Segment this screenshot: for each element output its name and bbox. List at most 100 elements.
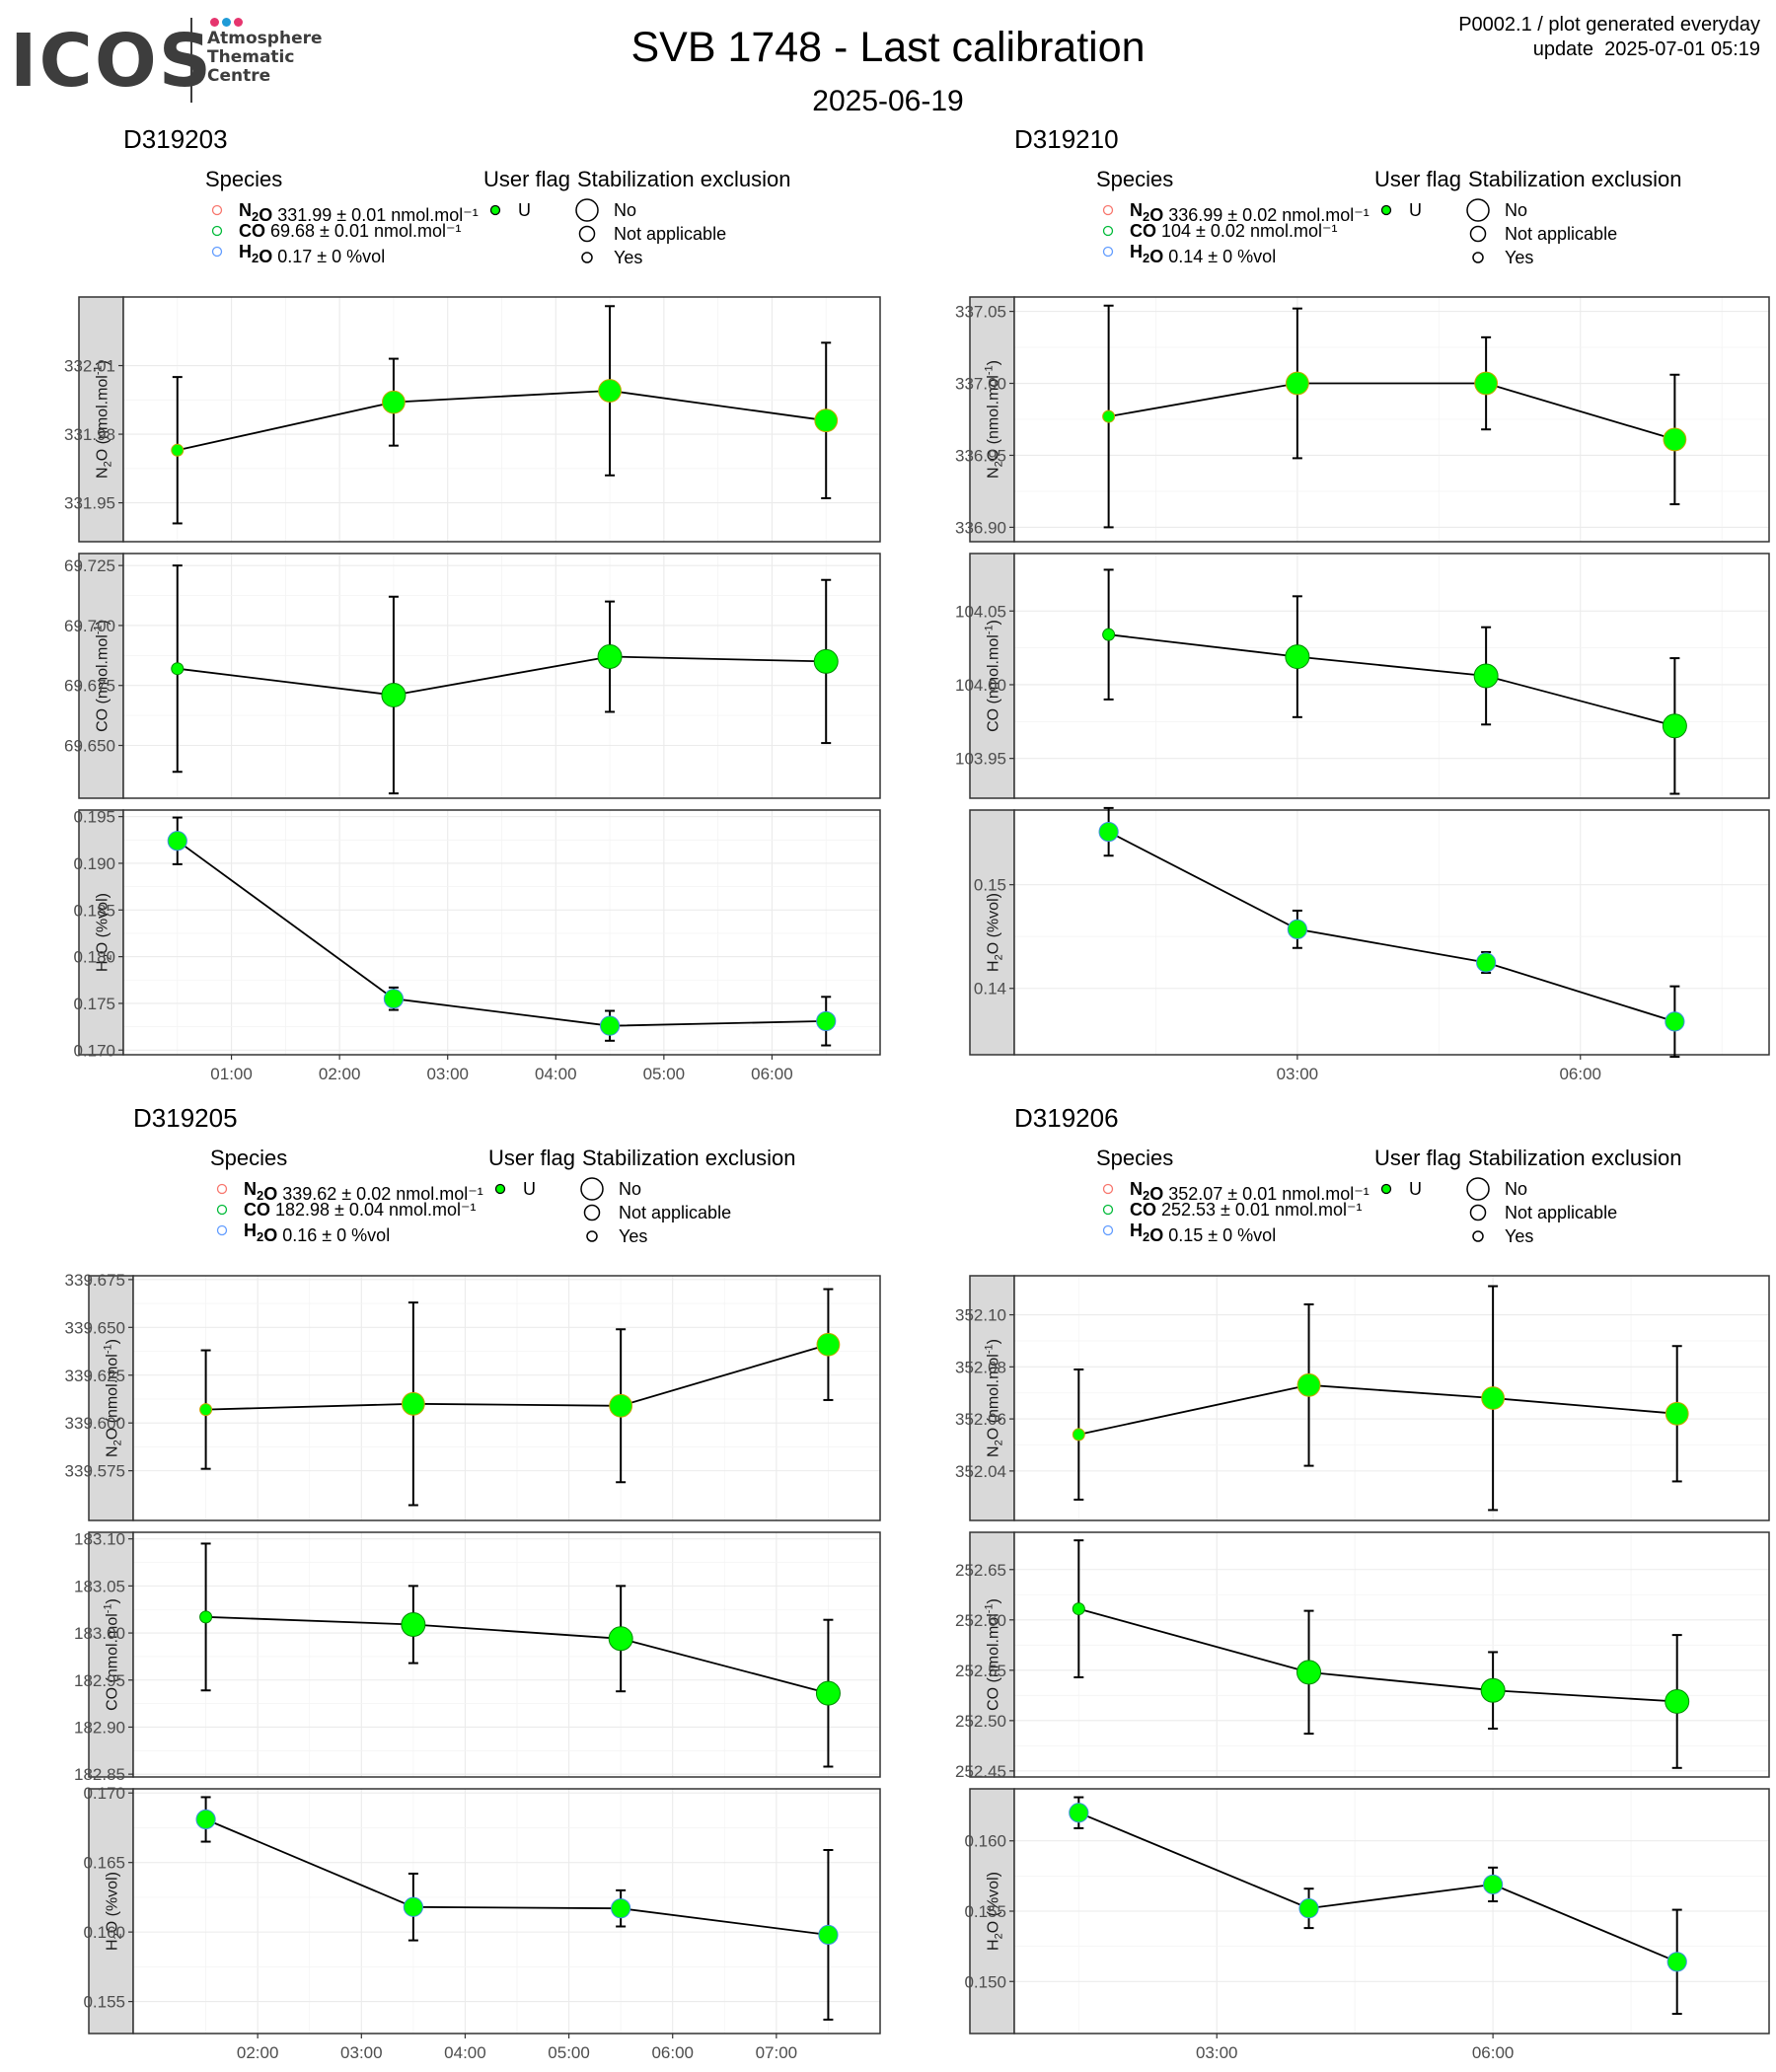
panel-background: [1014, 554, 1769, 798]
legend-stab-title: Stabilization exclusion: [1468, 167, 1681, 191]
y-tick-label: 339.650: [65, 1318, 125, 1337]
y-tick-label: 339.600: [65, 1414, 125, 1433]
axis-title: H2O (%vol): [986, 1872, 1005, 1951]
data-point: [1069, 1803, 1089, 1823]
axis-title: H2O (%vol): [986, 893, 1005, 972]
series-line: [205, 1343, 829, 1411]
legend-entry-n2o: N2O 331.99 ± 0.01 nmol.mol⁻¹: [239, 200, 479, 225]
legend-stab-key: [581, 252, 593, 263]
logo-dot-3: [234, 18, 243, 27]
x-tick-label: 04:00: [535, 1065, 577, 1083]
data-point: [195, 1809, 216, 1830]
calibration-date: 2025-06-19: [812, 85, 964, 117]
page-title: SVB 1748 - Last calibration: [630, 24, 1146, 71]
legend-key-n2o: [216, 1183, 228, 1195]
legend-user-flag-key: [489, 204, 501, 216]
axis-title: H2O (%vol): [105, 1872, 124, 1951]
chart-legend: Species N2O 352.07 ± 0.01 nmol.mol⁻¹CO 25…: [1096, 1146, 1681, 1246]
legend-key-co: [216, 1204, 228, 1216]
legend-species-title: Species: [1096, 167, 1173, 191]
panel-border: [1013, 296, 1770, 543]
chart-title: D319210: [1014, 124, 1119, 154]
panel-border: [122, 296, 881, 543]
data-point: [1473, 663, 1499, 689]
legend-stab-label: Not applicable: [1505, 1203, 1617, 1222]
data-point: [1474, 371, 1499, 396]
data-point: [814, 408, 839, 433]
data-point: [1480, 1677, 1506, 1703]
legend-key-h2o: [216, 1224, 228, 1236]
y-tick-label: 69.725: [64, 556, 115, 575]
update-text: update 2025-07-01 05:19: [1532, 38, 1760, 60]
chart-D319206: D319206 Species N2O 352.07 ± 0.01 nmol.mol…: [955, 1103, 1770, 2062]
y-tick-label: 182.95: [74, 1671, 125, 1690]
legend-stab-label: No: [614, 200, 636, 220]
legend-stab-title: Stabilization exclusion: [582, 1146, 795, 1170]
panel-border: [1013, 1788, 1770, 2035]
legend-entry-h2o: H2O 0.14 ± 0 %vol: [1130, 242, 1276, 266]
panel-border: [122, 809, 881, 1056]
panel-strip: [88, 1531, 134, 1778]
data-point: [1098, 821, 1119, 843]
axis-title-text: H2O (%vol): [986, 1872, 1005, 1951]
chart-title: D319203: [123, 124, 228, 154]
legend-stab-label: Not applicable: [619, 1203, 731, 1222]
icos-logo: ICOS Atmosphere Thematic Centre: [10, 18, 326, 109]
legend-stab-key: [586, 1230, 598, 1242]
x-tick-label: 04:00: [444, 2043, 486, 2062]
data-point: [816, 1332, 841, 1357]
axis-title-text: CO (nmol.mol-1): [984, 620, 1002, 732]
y-tick-label: 0.185: [73, 901, 115, 920]
data-point: [401, 1611, 426, 1637]
data-point: [167, 831, 187, 851]
legend-user-flag-title: User flag: [488, 1146, 575, 1170]
legend-stab-key: [1466, 198, 1490, 222]
legend-user-flag-label: U: [1409, 200, 1422, 220]
data-point: [382, 390, 406, 414]
legend-stab-key: [583, 1204, 601, 1221]
legend-key-n2o: [1102, 204, 1114, 216]
x-tick-label: 06:00: [751, 1065, 793, 1083]
plot-meta: P0002.1 / plot generated everyday update…: [1458, 13, 1760, 62]
x-tick-label: 05:00: [548, 2043, 590, 2062]
legend-user-flag-title: User flag: [1374, 1146, 1461, 1170]
y-tick-label: 331.98: [64, 425, 115, 444]
legend-entry-co: CO 69.68 ± 0.01 nmol.mol⁻¹: [239, 221, 461, 241]
series-line: [1108, 831, 1675, 1023]
panel-strip: [78, 296, 124, 543]
y-tick-label: 69.700: [64, 617, 115, 635]
panel-border: [132, 1531, 881, 1778]
legend-stab-label: Yes: [1505, 1226, 1533, 1246]
x-tick-label: 03:00: [426, 1065, 469, 1083]
data-point: [611, 1898, 631, 1919]
panel-strip: [969, 809, 1015, 1056]
legend-entry-h2o: H2O 0.17 ± 0 %vol: [239, 242, 385, 266]
y-tick-label: 0.170: [73, 1041, 115, 1060]
legend-entry-co: CO 252.53 ± 0.01 nmol.mol⁻¹: [1130, 1200, 1363, 1220]
chart-title: D319206: [1014, 1103, 1119, 1133]
data-point: [1102, 409, 1116, 423]
legend-stab-key: [1469, 225, 1487, 243]
data-point: [403, 1896, 423, 1917]
data-point: [171, 662, 185, 676]
series-line: [1078, 1383, 1677, 1436]
axis-title: N2O (nmol.mol-1): [984, 1339, 1005, 1457]
data-point: [813, 648, 839, 674]
y-tick-label: 352.06: [955, 1410, 1006, 1429]
axis-title: CO (nmol.mol-1): [93, 620, 111, 732]
data-point: [171, 443, 185, 457]
chart-title: D319205: [133, 1103, 238, 1133]
data-point: [1285, 371, 1309, 396]
data-point: [1296, 1372, 1321, 1397]
data-point: [199, 1610, 213, 1624]
axis-title: N2O (nmol.mol-1): [984, 360, 1005, 479]
data-point: [1665, 1401, 1689, 1426]
data-point: [608, 1626, 633, 1652]
axis-title-text: N2O (nmol.mol-1): [984, 360, 1005, 479]
panel-2: CO (nmol.mol-1) 182.85 182.90 182.95 183.00 1…: [74, 1530, 881, 1784]
x-tick-label: 02:00: [319, 1065, 361, 1083]
axis-title: N2O (nmol.mol-1): [103, 1339, 124, 1457]
data-point: [599, 1015, 621, 1036]
panel-1: N2O (nmol.mol-1) 339.575 339.600 339.625 339…: [65, 1271, 881, 1521]
